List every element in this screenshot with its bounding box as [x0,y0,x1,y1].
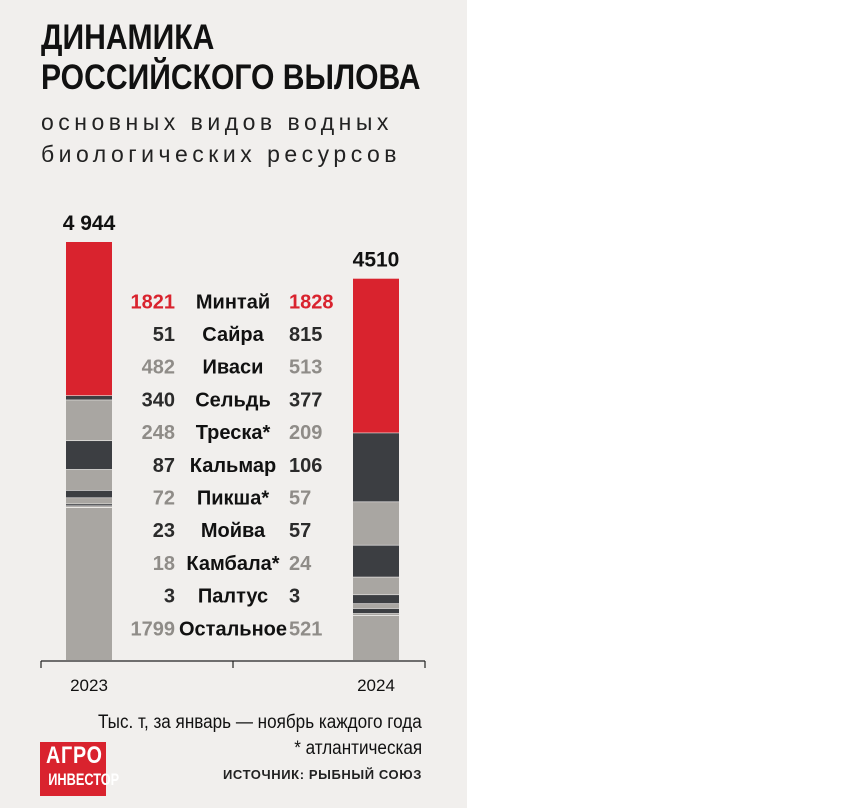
x-tick-label-2023: 2023 [70,676,108,695]
data-label-2024-9: 24 [289,553,312,575]
logo-line-1: АГРО [45,742,103,769]
bar-segment-2024-4 [353,545,399,578]
data-label-2023-8: 23 [153,520,175,542]
x-tick-label-2024: 2024 [357,676,395,695]
bar-segment-2024-7 [353,604,399,609]
bar-segment-2024-9 [353,613,399,616]
legend-label-9: Камбала* [186,553,279,575]
bar-segment-2023-11 [66,507,112,660]
data-label-2023-2: 51 [153,324,175,346]
legend-label-10: Палтус [198,586,268,608]
data-label-2024-1: 1828 [289,291,334,313]
data-label-2023-10: 3 [164,586,175,608]
chart-subtitle-line-1: основных видов водных [41,109,393,135]
bar-segment-2023-5 [66,469,112,491]
data-label-2024-5: 209 [289,422,322,444]
legend-label-4: Сельдь [195,389,271,411]
chart-subtitle-line-2: биологических ресурсов [41,141,401,167]
bar-segment-2023-8 [66,504,112,507]
legend-label-1: Минтай [196,291,270,313]
chart-title-line-2: РОССИЙСКОГО ВЫЛОВА [41,58,421,97]
legend-label-3: Иваси [203,357,264,379]
data-label-2024-3: 513 [289,357,322,379]
data-label-2024-7: 57 [289,487,311,509]
bar-segment-2023-4 [66,441,112,470]
data-label-2024-2: 815 [289,324,322,346]
bar-segment-2024-11 [353,615,399,660]
legend-label-6: Кальмар [190,455,276,477]
bar-segment-2024-8 [353,608,399,614]
chart-panel: ДИНАМИКА РОССИЙСКОГО ВЫЛОВА основных вид… [0,0,467,808]
source-note: ИСТОЧНИК: РЫБНЫЙ СОЮЗ [222,767,422,782]
bar-total-2023: 4 944 [63,212,116,235]
bar-segment-2024-2 [353,433,399,503]
legend-label-11: Остальное [179,618,287,640]
logo-line-2: ИНВЕСТОР [48,770,120,789]
legend-label-2: Сайра [202,324,264,346]
bar-segment-2023-3 [66,400,112,442]
bar-segment-2023-7 [66,498,112,505]
bar-segment-2023-9 [66,506,112,508]
bar-segment-2023-1 [66,242,112,396]
stacked-bar-chart: 4 944 2023 4510 2024 1821 Минтай 1828 51 Сайра 81… [40,212,426,695]
bar-segment-2024-3 [353,502,399,546]
bar-segment-2023-6 [66,490,112,499]
data-label-2024-4: 377 [289,389,322,411]
bar-segment-2024-5 [353,577,399,596]
legend-label-5: Треска* [196,422,271,444]
data-label-2023-3: 482 [142,357,175,379]
unit-note: Тыс. т, за январь — ноябрь каждого года [98,712,422,733]
data-label-2023-7: 72 [153,487,175,509]
data-label-2023-6: 87 [153,455,175,477]
legend-label-7: Пикша* [197,487,269,509]
data-label-2024-8: 57 [289,520,311,542]
bar-segment-2024-1 [353,278,399,434]
chart-title-line-1: ДИНАМИКА [41,18,215,57]
data-label-2023-1: 1821 [131,291,176,313]
legend-label-8: Мойва [201,520,266,542]
data-label-2023-11: 1799 [131,618,176,640]
data-label-2024-11: 521 [289,618,322,640]
data-label-2024-6: 106 [289,455,322,477]
data-label-2023-5: 248 [142,422,175,444]
bar-segment-2024-6 [353,595,399,605]
footnote: * атлантическая [294,738,422,759]
bar-total-2024: 4510 [353,249,400,272]
data-label-2023-9: 18 [153,553,175,575]
data-label-2024-10: 3 [289,586,300,608]
bar-segment-2023-2 [66,395,112,401]
data-label-2023-4: 340 [142,389,175,411]
agroinvestor-logo: АГРО ИНВЕСТОР [40,742,120,796]
